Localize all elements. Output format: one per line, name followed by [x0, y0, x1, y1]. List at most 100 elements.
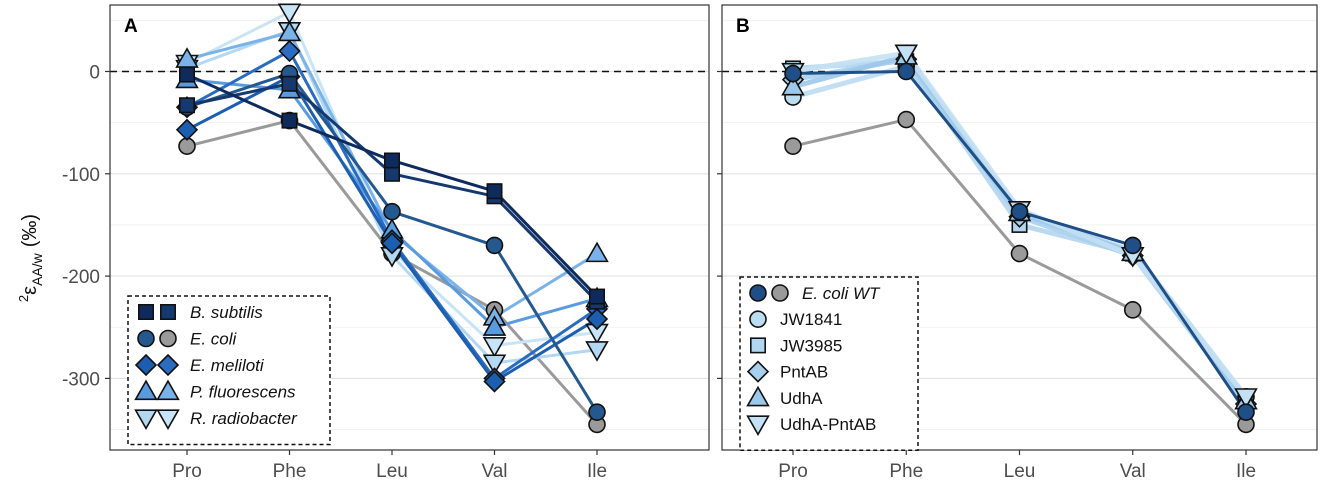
data-point-b-subtilis-dark [383, 152, 400, 169]
data-point-e-meliloti-dark [175, 118, 199, 141]
legend-item-jw1841: JW1841 [749, 310, 842, 329]
data-point-r-radiobacter-dark [585, 341, 609, 362]
data-point-r-radiobacter-light [277, 3, 302, 25]
legend-box [739, 276, 919, 451]
legend-label: B. subtilis [190, 303, 263, 322]
legend-marker [159, 329, 177, 348]
data-point-p-fluorescens-dark [482, 315, 507, 336]
data-point-b-subtilis-dark [179, 66, 196, 83]
x-tick-label: Leu [1004, 461, 1036, 482]
data-point-e-coli-wt-grey [784, 137, 802, 155]
legend-marker [749, 310, 767, 329]
legend-marker [134, 379, 158, 401]
data-point-e-coli-wt-dark [897, 62, 916, 81]
legend-marker [749, 284, 767, 302]
legend-label: UdhA [780, 389, 823, 408]
legend-label: PntAB [780, 363, 828, 382]
x-tick-label: Pro [778, 461, 808, 482]
data-point-e-coli-wt-dark [1123, 236, 1142, 255]
legend-item-e-coli-wt: E. coli WT [749, 284, 881, 303]
data-point-b-subtilis-light [383, 165, 400, 182]
y-axis-title-superscript: 2 [16, 295, 31, 302]
legend-item-b-subtilis: B. subtilis [138, 303, 263, 322]
data-point-e-coli-wt-grey [897, 110, 916, 129]
legend-marker [156, 379, 180, 401]
y-axis-title: 2εAA/w (‰) [16, 214, 45, 302]
x-tick-label: Val [481, 461, 507, 482]
panels: A 0 -100 -200 -300 Pro Phe Leu Val Ile B. subtilis… [62, 3, 1318, 482]
x-tick-label: Val [1120, 461, 1146, 482]
x-tick-label: Ile [587, 461, 607, 482]
panel-label: A [124, 16, 138, 37]
y-axis-title-subscript: AA/w [29, 252, 45, 286]
panel-a: A 0 -100 -200 -300 Pro Phe Leu Val Ile B. subtilis… [62, 3, 710, 482]
data-point-e-coli-dark [588, 403, 606, 421]
legend-marker [134, 353, 158, 377]
data-point-e-coli-dark [485, 236, 504, 255]
data-point-e-meliloti-light [278, 39, 301, 63]
data-point-b-subtilis-light [281, 75, 298, 92]
legend-item-udha-pntab: UdhA-PntAB [746, 415, 876, 437]
data-point-e-meliloti-dark [483, 370, 506, 393]
data-point-e-coli-wt-dark [1010, 202, 1029, 221]
legend-marker [749, 337, 766, 354]
x-tick-label: Phe [273, 461, 307, 482]
legend-label: P. fluorescens [190, 383, 296, 402]
legend-marker [156, 409, 180, 431]
legend-item-e-coli: E. coli [137, 329, 238, 349]
legend-item-p-fluorescens: P. fluorescens [134, 379, 296, 402]
legend-marker [746, 415, 770, 437]
data-point-e-meliloti-dark [585, 307, 609, 331]
svg-text:2εAA/w(‰): 2εAA/w (‰) [16, 214, 45, 302]
legend-marker [746, 360, 770, 383]
legend-label: E. meliloti [190, 356, 265, 375]
x-tick-label: Pro [172, 461, 202, 482]
data-point-e-coli-dark [383, 202, 401, 221]
data-point-e-coli-wt-grey [1123, 301, 1142, 319]
legend-label: E. coli [190, 330, 238, 349]
plot-frame [109, 4, 710, 451]
legend-label: JW3985 [780, 336, 842, 355]
data-point-b-subtilis-dark [486, 183, 503, 200]
y-axis-title-unit: (‰) [19, 214, 41, 247]
legend-label: UdhA-PntAB [780, 415, 876, 434]
x-tick-label: Phe [889, 461, 923, 482]
y-tick-label: -100 [62, 165, 100, 186]
legend-marker [156, 353, 180, 377]
y-axis-title-symbol: ε [19, 286, 41, 295]
data-point-udha-pntab [894, 44, 919, 66]
legend-item-r-radiobacter: R. radiobacter [134, 409, 298, 431]
legend-marker [134, 409, 158, 431]
panel-b: B Pro Phe Leu Val Ile E. coli WT JW1841 JW3985 Pn… [717, 4, 1318, 482]
x-tick-label: Leu [376, 461, 408, 482]
data-point-e-coli-wt-dark [1237, 403, 1255, 421]
data-point-e-coli-wt-grey [1010, 244, 1029, 263]
y-tick-label: -300 [62, 369, 100, 390]
data-point-b-subtilis-dark [281, 112, 298, 129]
legend-marker [160, 303, 177, 320]
legend-item-udha: UdhA [746, 385, 823, 408]
y-tick-label: -200 [62, 267, 100, 288]
legend-marker [137, 329, 155, 348]
legend-label: E. coli WT [802, 284, 881, 303]
legend-box [127, 295, 331, 446]
data-point-b-subtilis-dark [588, 288, 605, 305]
legend-item-e-meliloti: E. meliloti [134, 353, 265, 377]
y-tick-label: 0 [89, 62, 100, 83]
legend-label: JW1841 [780, 310, 842, 329]
x-tick-label: Ile [1236, 461, 1256, 482]
legend-marker [138, 303, 155, 320]
legend-marker [746, 385, 770, 407]
data-point-r-radiobacter-light [482, 337, 507, 358]
legend-item-pntab: PntAB [746, 360, 828, 383]
data-point-b-subtilis-light [179, 97, 196, 114]
data-point-udha-pntab [1234, 388, 1258, 409]
panel-label: B [736, 16, 750, 37]
data-point-e-meliloti-dark [380, 232, 404, 255]
legend-label: R. radiobacter [190, 409, 298, 428]
data-point-p-fluorescens-light [585, 241, 609, 263]
legend-marker [771, 284, 789, 302]
data-point-e-coli-wt-dark [784, 64, 802, 83]
